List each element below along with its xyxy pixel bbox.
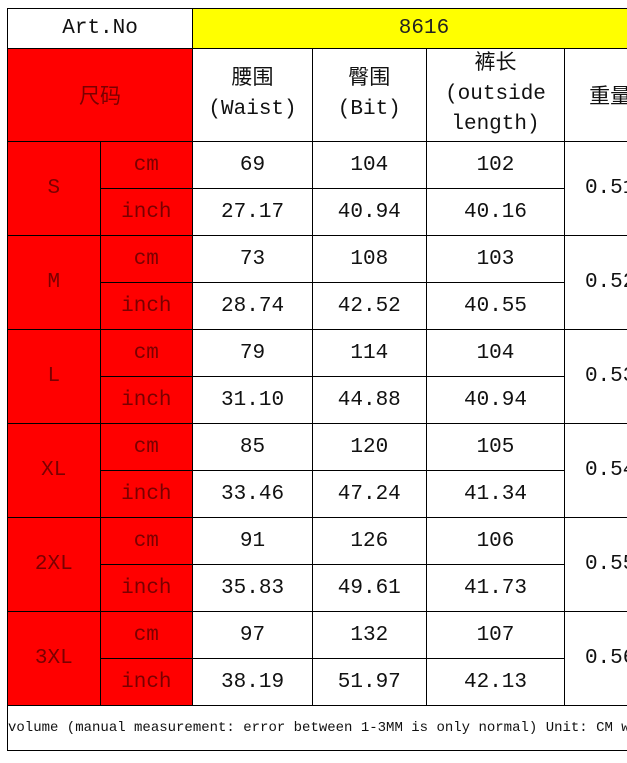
hip-cm-value: 108 — [311, 235, 427, 283]
unit-cm: cm — [99, 611, 194, 659]
length-inch-value: 40.55 — [425, 282, 566, 330]
size-label: M — [7, 235, 101, 330]
unit-inch: inch — [99, 188, 194, 236]
unit-inch: inch — [99, 282, 194, 330]
length-inch-value: 40.94 — [425, 376, 566, 424]
unit-cm: cm — [99, 235, 194, 283]
length-cm-value: 102 — [425, 141, 566, 189]
size-header: 尺码 — [6, 48, 194, 142]
weight-value: 0.54 — [564, 423, 627, 518]
weight-value: 0.56 — [564, 611, 627, 706]
hip-inch-value: 51.97 — [311, 658, 427, 706]
hip-inch-value: 42.52 — [311, 282, 427, 330]
table-row: inch 31.10 44.88 40.94 — [8, 376, 627, 424]
hip-cm-value: 132 — [311, 611, 427, 659]
hip-cm-value: 114 — [311, 329, 427, 377]
unit-inch: inch — [99, 376, 194, 424]
art-no-label: Art.No — [6, 8, 194, 49]
footer-note: volume (manual measurement: error betwee… — [7, 705, 627, 751]
waist-en: (Waist) — [208, 98, 297, 121]
waist-inch-value: 38.19 — [192, 658, 313, 706]
waist-inch-value: 31.10 — [192, 376, 313, 424]
art-no-value: 8616 — [192, 8, 627, 49]
hip-inch-value: 47.24 — [311, 470, 427, 518]
table-row: inch 27.17 40.94 40.16 — [8, 188, 627, 236]
hip-cm-value: 126 — [311, 517, 427, 565]
hip-inch-value: 49.61 — [311, 564, 427, 612]
waist-cm-value: 85 — [192, 423, 313, 471]
table-row: inch 38.19 51.97 42.13 — [8, 658, 627, 706]
length-cm-value: 107 — [425, 611, 566, 659]
length-inch-value: 41.34 — [425, 470, 566, 518]
length-inch-value: 41.73 — [425, 564, 566, 612]
waist-cn: 腰围 — [231, 68, 274, 91]
weight-header: 重量 — [564, 48, 627, 142]
unit-cm: cm — [99, 329, 194, 377]
unit-cm: cm — [99, 517, 194, 565]
length-cm-value: 103 — [425, 235, 566, 283]
length-cm-value: 105 — [425, 423, 566, 471]
weight-value: 0.51 — [564, 141, 627, 236]
length-en-2: length) — [451, 113, 540, 136]
unit-inch: inch — [99, 564, 194, 612]
waist-inch-value: 28.74 — [192, 282, 313, 330]
hip-cm-value: 120 — [311, 423, 427, 471]
hip-cm-value: 104 — [311, 141, 427, 189]
unit-cm: cm — [99, 141, 194, 189]
waist-header: 腰围 (Waist) — [192, 48, 313, 142]
size-label: L — [7, 329, 101, 424]
length-inch-value: 40.16 — [425, 188, 566, 236]
length-header: 裤长 (outside length) — [425, 48, 566, 142]
weight-value: 0.55 — [564, 517, 627, 612]
size-label: 2XL — [7, 517, 101, 612]
length-en-1: (outside — [445, 83, 546, 106]
table-row: inch 35.83 49.61 41.73 — [8, 564, 627, 612]
table-row: inch 28.74 42.52 40.55 — [8, 282, 627, 330]
weight-value: 0.53 — [564, 329, 627, 424]
waist-cm-value: 69 — [192, 141, 313, 189]
size-label: XL — [7, 423, 101, 518]
length-cm-value: 104 — [425, 329, 566, 377]
unit-inch: inch — [99, 470, 194, 518]
hip-en: (Bit) — [337, 98, 401, 121]
waist-cm-value: 73 — [192, 235, 313, 283]
length-cm-value: 106 — [425, 517, 566, 565]
unit-cm: cm — [99, 423, 194, 471]
waist-cm-value: 79 — [192, 329, 313, 377]
hip-cn: 臀围 — [348, 68, 391, 91]
size-label: S — [7, 141, 101, 236]
size-label: 3XL — [7, 611, 101, 706]
length-cn: 裤长 — [474, 53, 517, 76]
length-inch-value: 42.13 — [425, 658, 566, 706]
unit-inch: inch — [99, 658, 194, 706]
hip-header: 臀围 (Bit) — [311, 48, 427, 142]
table-row: inch 33.46 47.24 41.34 — [8, 470, 627, 518]
waist-inch-value: 35.83 — [192, 564, 313, 612]
hip-inch-value: 40.94 — [311, 188, 427, 236]
weight-value: 0.52 — [564, 235, 627, 330]
waist-cm-value: 97 — [192, 611, 313, 659]
waist-cm-value: 91 — [192, 517, 313, 565]
size-chart-table: Art.No 8616 尺码 腰围 (Waist) 臀围 (Bit) 裤长 (outs… — [6, 8, 627, 751]
hip-inch-value: 44.88 — [311, 376, 427, 424]
waist-inch-value: 27.17 — [192, 188, 313, 236]
waist-inch-value: 33.46 — [192, 470, 313, 518]
